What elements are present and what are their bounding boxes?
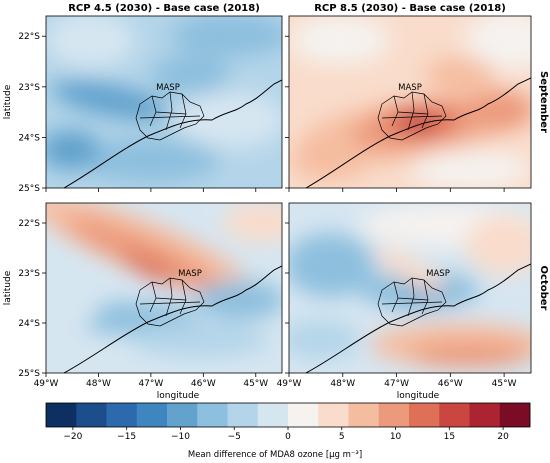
y-axis-label-bottom: latitude xyxy=(3,270,13,305)
x-ticks-left: 49°W 48°W 47°W 46°W 45°W xyxy=(34,188,268,389)
colorbar-segment xyxy=(288,403,319,427)
y-axis-label-top: latitude xyxy=(3,84,13,119)
region-label-masp: MASP xyxy=(178,269,202,279)
colorbar-segment xyxy=(318,403,349,427)
colorbar-segment xyxy=(136,403,168,427)
panel-rcp85-october: MASP xyxy=(288,202,532,374)
y-ticks-left-bottom: 22°S 23°S 24°S 25°S xyxy=(18,219,289,379)
y-tick-label: 22°S xyxy=(18,219,40,229)
colorbar-segment xyxy=(499,403,531,427)
y-tick-label: 23°S xyxy=(18,269,40,279)
y-tick-label: 25°S xyxy=(18,369,40,379)
y-tick-label: 22°S xyxy=(18,32,40,42)
column-title-rcp45: RCP 4.5 (2030) - Base case (2018) xyxy=(68,3,260,14)
y-tick-label: 23°S xyxy=(18,83,40,93)
colorbar-segment xyxy=(469,403,501,427)
x-tick-label: 49°W xyxy=(34,379,59,389)
colorbar-segment xyxy=(439,403,470,427)
x-axis-label-right: longitude xyxy=(397,391,440,401)
colorbar-segment xyxy=(46,403,77,427)
x-tick-label: 48°W xyxy=(330,379,355,389)
x-tick-label: 47°W xyxy=(138,379,163,389)
y-ticks-left-top: 22°S 23°S 24°S 25°S xyxy=(18,32,289,194)
region-label-masp: MASP xyxy=(156,83,180,93)
colorbar-tick-label: 5 xyxy=(339,432,345,442)
panel-rcp45-october: MASP xyxy=(45,202,283,374)
colorbar-tick-label: −15 xyxy=(117,432,136,442)
x-tick-label: 46°W xyxy=(191,379,216,389)
colorbar-segment xyxy=(106,403,138,427)
region-label-masp: MASP xyxy=(426,269,450,279)
row-label-september: September xyxy=(538,71,549,133)
x-tick-label: 45°W xyxy=(492,379,517,389)
panel-rcp85-september: MASP xyxy=(288,15,532,189)
colorbar-segment xyxy=(167,403,198,427)
colorbar: −20 −15 −10 −5 0 5 10 15 20 xyxy=(45,402,531,442)
colorbar-segment xyxy=(227,403,259,427)
row-label-october: October xyxy=(538,266,549,311)
colorbar-tick-label: 10 xyxy=(390,432,402,442)
x-tick-label: 48°W xyxy=(86,379,111,389)
y-tick-label: 25°S xyxy=(18,184,40,194)
x-ticks-right: 49°W 48°W 47°W 46°W 45°W xyxy=(277,188,517,389)
colorbar-tick-label: −10 xyxy=(171,432,190,442)
region-label-masp: MASP xyxy=(398,83,422,93)
panel-rcp45-september: MASP xyxy=(45,15,283,189)
colorbar-segment xyxy=(257,403,289,427)
x-tick-label: 47°W xyxy=(384,379,409,389)
x-tick-label: 45°W xyxy=(243,379,268,389)
colorbar-segment xyxy=(348,403,380,427)
colorbar-tick-label: −5 xyxy=(228,432,241,442)
x-tick-label: 49°W xyxy=(277,379,302,389)
colorbar-segment xyxy=(378,403,410,427)
colorbar-tick-label: 20 xyxy=(497,432,509,442)
colorbar-segment xyxy=(409,403,440,427)
x-axis-label-left: longitude xyxy=(157,391,200,401)
colorbar-segment xyxy=(197,403,228,427)
x-tick-label: 46°W xyxy=(438,379,463,389)
y-tick-label: 24°S xyxy=(18,319,40,329)
colorbar-tick-label: −20 xyxy=(63,432,82,442)
colorbar-segment xyxy=(76,403,107,427)
colorbar-tick-label: 0 xyxy=(285,432,291,442)
colorbar-label: Mean difference of MDA8 ozone [μg m⁻³] xyxy=(188,450,362,460)
y-tick-label: 24°S xyxy=(18,133,40,143)
column-title-rcp85: RCP 8.5 (2030) - Base case (2018) xyxy=(314,3,506,14)
colorbar-tick-label: 15 xyxy=(444,432,455,442)
